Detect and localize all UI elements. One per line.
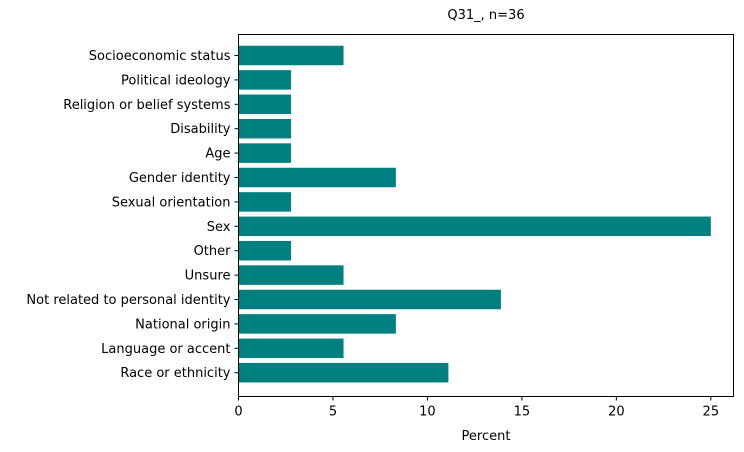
- bar-1: [238, 70, 292, 90]
- y-tick-label-3: Disability: [170, 122, 231, 137]
- y-tick-label-11: National origin: [135, 317, 230, 332]
- x-tick-label-2: 10: [419, 405, 436, 420]
- y-tick-label-7: Sex: [207, 220, 231, 235]
- bar-0: [238, 45, 344, 66]
- bar-9: [238, 265, 344, 285]
- bar-6: [238, 192, 292, 212]
- y-tick-label-0: Socioeconomic status: [89, 49, 231, 64]
- x-tick-label-5: 25: [703, 405, 720, 420]
- y-tick-label-12: Language or accent: [101, 342, 230, 357]
- bar-11: [238, 314, 396, 334]
- bar-4: [238, 143, 292, 163]
- x-axis-ticks: 0 5 10 15 20 25: [234, 396, 720, 420]
- y-tick-label-5: Gender identity: [129, 171, 231, 186]
- bar-2: [238, 94, 292, 115]
- x-tick-label-3: 15: [514, 405, 531, 420]
- bar-10: [238, 289, 501, 310]
- y-tick-label-1: Political ideology: [121, 73, 231, 88]
- x-axis-label: Percent: [462, 429, 511, 444]
- y-tick-label-4: Age: [205, 147, 230, 162]
- x-tick-label-0: 0: [234, 405, 242, 420]
- bar-8: [238, 240, 292, 261]
- y-tick-label-9: Unsure: [185, 269, 231, 284]
- bar-7: [238, 216, 711, 237]
- y-tick-label-6: Sexual orientation: [112, 195, 231, 210]
- plot-frame: [238, 34, 734, 397]
- bar-13: [238, 362, 449, 383]
- y-tick-label-8: Other: [194, 244, 232, 259]
- bar-3: [238, 118, 292, 139]
- y-tick-label-13: Race or ethnicity: [120, 366, 230, 381]
- chart-title: Q31_, n=36: [447, 8, 524, 23]
- bars-group: [238, 45, 711, 383]
- bar-12: [238, 338, 344, 359]
- bar-5: [238, 167, 396, 188]
- y-tick-label-10: Not related to personal identity: [26, 293, 230, 308]
- y-tick-label-2: Religion or belief systems: [63, 98, 230, 113]
- x-tick-label-4: 20: [608, 405, 625, 420]
- y-axis-ticks: Socioeconomic status Political ideology Re…: [26, 49, 239, 381]
- x-tick-label-1: 5: [329, 405, 337, 420]
